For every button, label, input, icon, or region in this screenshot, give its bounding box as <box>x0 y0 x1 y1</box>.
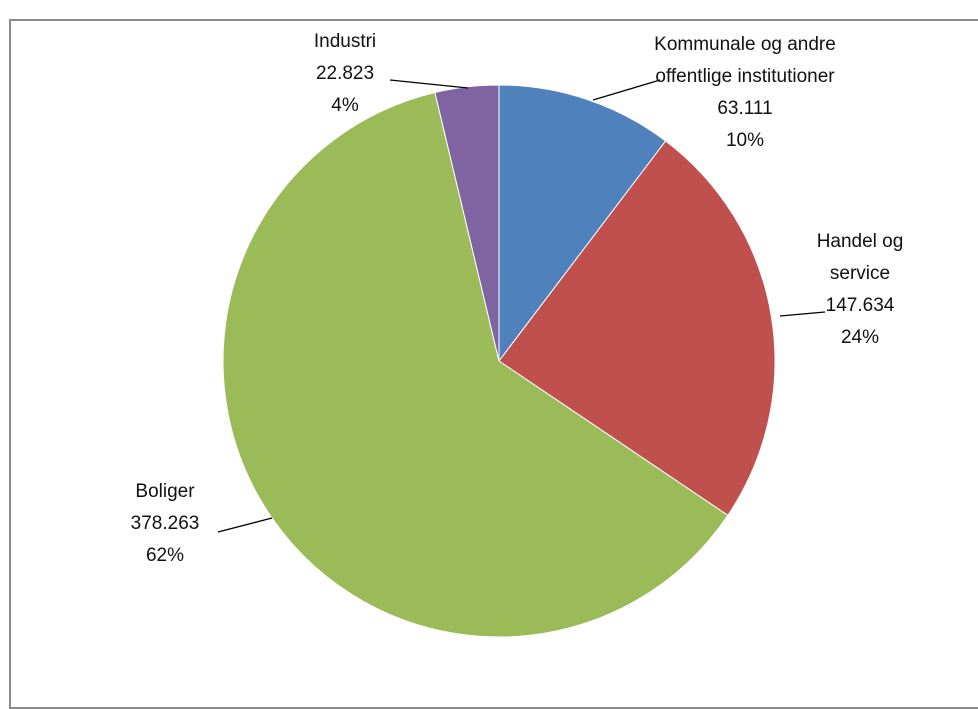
pie-slice <box>222 91 729 638</box>
data-label: Kommunale og andre offentlige institutio… <box>635 29 855 157</box>
percentage-label: 10% <box>725 130 765 151</box>
pie-slice <box>434 84 500 362</box>
data-label: Industri 22.823 4% <box>285 26 405 122</box>
category-label: Kommunale og andre offentlige institutio… <box>654 34 836 87</box>
percentage-label: 62% <box>145 545 185 566</box>
percentage-label: 24% <box>840 327 880 348</box>
value-label: 22.823 <box>315 63 375 84</box>
category-label: Industri <box>313 31 377 52</box>
category-label: Boliger <box>135 481 195 502</box>
data-label: Boliger 378.263 62% <box>105 476 225 572</box>
leader-line <box>592 79 661 101</box>
value-label: 378.263 <box>130 513 200 534</box>
leader-line <box>389 79 469 89</box>
data-label: Handel og service 147.634 24% <box>790 226 930 354</box>
value-label: 147.634 <box>825 295 895 316</box>
leader-line <box>217 517 273 533</box>
pie-slice <box>498 140 776 517</box>
percentage-label: 4% <box>331 95 359 116</box>
value-label: 63.111 <box>717 98 773 119</box>
category-label: Handel og service <box>816 231 904 284</box>
leader-line <box>779 311 826 317</box>
pie-slice <box>498 84 667 363</box>
